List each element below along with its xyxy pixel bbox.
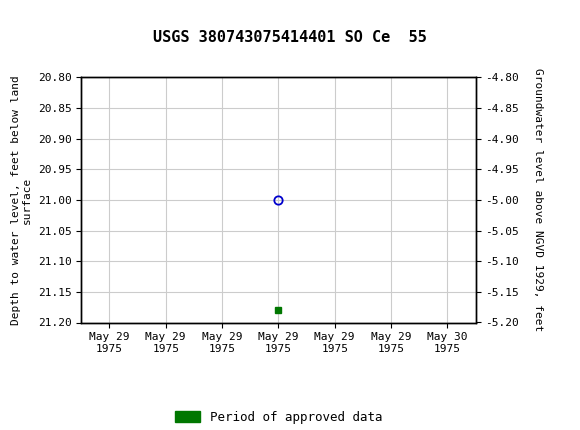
Y-axis label: Groundwater level above NGVD 1929, feet: Groundwater level above NGVD 1929, feet — [533, 68, 543, 332]
Bar — [3, 4, 17, 37]
Text: USGS: USGS — [12, 10, 75, 31]
Text: ▒: ▒ — [3, 9, 14, 31]
Legend: Period of approved data: Period of approved data — [170, 406, 387, 429]
Text: USGS 380743075414401 SO Ce  55: USGS 380743075414401 SO Ce 55 — [153, 30, 427, 45]
Y-axis label: Depth to water level, feet below land
surface: Depth to water level, feet below land su… — [10, 75, 32, 325]
